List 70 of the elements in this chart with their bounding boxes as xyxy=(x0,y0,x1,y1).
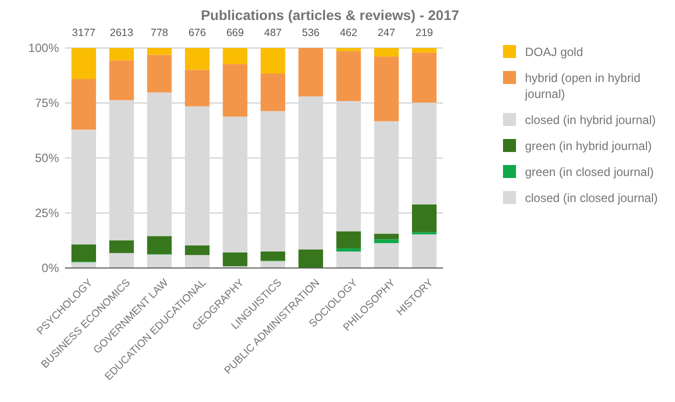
bar xyxy=(184,106,210,246)
annotation: 2613 xyxy=(110,27,134,39)
annotation: 676 xyxy=(188,27,206,39)
bar xyxy=(412,234,437,268)
bar xyxy=(71,79,96,130)
bar xyxy=(109,48,134,60)
bar xyxy=(222,48,248,64)
annotation: 462 xyxy=(340,27,358,39)
bar xyxy=(412,48,437,53)
bar xyxy=(260,111,286,252)
bar xyxy=(109,253,134,268)
bar xyxy=(412,102,437,204)
annotation: 247 xyxy=(378,27,396,39)
bar xyxy=(260,48,286,74)
bar xyxy=(109,60,134,100)
bar xyxy=(336,248,361,252)
bar xyxy=(71,48,96,80)
bar xyxy=(184,255,210,268)
bar xyxy=(147,92,172,236)
bar xyxy=(109,100,134,240)
bar xyxy=(336,48,361,52)
bar xyxy=(298,48,324,96)
bar xyxy=(147,54,172,92)
y-tick-label: 100% xyxy=(28,41,60,56)
bar xyxy=(298,96,324,250)
bar xyxy=(336,252,361,268)
legend-label: green (in closed journal) xyxy=(525,165,654,180)
bar xyxy=(222,252,248,266)
bar xyxy=(336,101,361,232)
bar xyxy=(374,56,399,122)
bar xyxy=(109,240,134,254)
annotation: 219 xyxy=(416,27,434,39)
bar xyxy=(412,204,437,232)
bar xyxy=(374,234,399,240)
bar xyxy=(184,48,210,70)
legend-label: closed (in closed journal) xyxy=(525,191,658,206)
bar xyxy=(374,243,399,268)
bar xyxy=(374,121,399,234)
bar xyxy=(412,52,437,103)
bar xyxy=(260,252,286,261)
bar xyxy=(374,48,399,57)
y-tick-label: 0% xyxy=(42,261,60,276)
chart-title: Publications (articles & reviews) - 2017 xyxy=(200,7,460,23)
bar xyxy=(298,250,324,268)
annotation: 3177 xyxy=(72,27,96,39)
y-tick-label: 75% xyxy=(34,96,60,110)
annotation: 487 xyxy=(264,27,282,39)
bar xyxy=(147,236,172,254)
bar xyxy=(71,244,96,262)
legend-label: DOAJ gold xyxy=(525,45,584,60)
y-tick-label: 50% xyxy=(34,151,60,166)
annotation: 669 xyxy=(226,27,244,39)
bar xyxy=(222,116,248,252)
bar xyxy=(374,239,399,244)
legend-label: green (in hybrid journal) xyxy=(525,139,652,154)
bar xyxy=(147,254,172,268)
bar xyxy=(184,70,210,106)
bar xyxy=(260,74,286,112)
legend-label: closed (in hybrid journal) xyxy=(525,113,656,128)
annotation: 536 xyxy=(302,27,320,39)
bar xyxy=(260,261,286,268)
annotation: 778 xyxy=(150,27,168,39)
bar xyxy=(336,51,361,102)
bar xyxy=(147,48,172,55)
legend-label: hybrid (open in hybrid journal) xyxy=(524,71,640,102)
bar xyxy=(184,245,210,256)
bar xyxy=(336,231,361,248)
y-tick-label: 25% xyxy=(34,206,60,220)
bar xyxy=(71,130,96,244)
bar xyxy=(222,64,248,117)
